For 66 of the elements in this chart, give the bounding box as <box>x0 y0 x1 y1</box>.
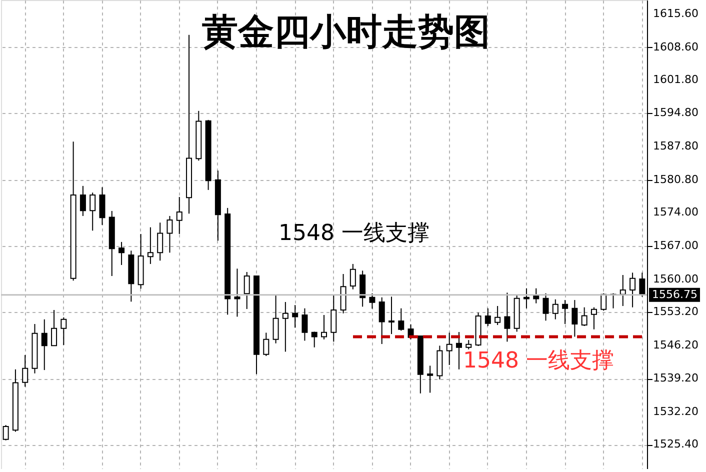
y-tick-label: 1615.60 <box>653 6 698 20</box>
candlestick <box>292 304 298 328</box>
candlestick <box>311 331 318 348</box>
candlestick <box>302 308 308 342</box>
y-tick-label: 1539.20 <box>653 372 698 385</box>
candlestick <box>157 222 164 262</box>
candlestick <box>494 305 501 326</box>
candlestick <box>562 300 568 324</box>
y-tick-label: 1567.00 <box>653 238 698 252</box>
ref-line-label: 1548 一线支撑 <box>463 348 614 374</box>
candlestick <box>350 263 356 290</box>
y-tick-label: 1532.20 <box>653 405 698 418</box>
candlestick <box>466 340 472 350</box>
candlestick <box>446 332 452 366</box>
candlestick <box>22 354 28 388</box>
candlestick <box>427 365 434 394</box>
ref-line-label: 1556.75 <box>652 288 698 301</box>
candlestick <box>504 292 510 342</box>
y-tick-label: 1574.00 <box>653 206 698 219</box>
candlestick <box>282 301 288 352</box>
y-tick-label: 1525.40 <box>653 438 698 451</box>
candlestick <box>2 424 9 441</box>
y-tick-label: 1587.80 <box>653 140 698 153</box>
candlestick <box>360 270 366 308</box>
candlestick <box>552 298 558 320</box>
candlestick <box>90 192 96 232</box>
candlestick <box>340 273 346 314</box>
y-tick-label: 1601.80 <box>653 72 698 86</box>
candlestick <box>388 296 394 335</box>
candlestick <box>523 288 530 309</box>
annotation: 1548 一线支撑 <box>278 221 430 246</box>
y-tick-label: 1594.80 <box>653 106 698 120</box>
candlestick <box>41 318 48 371</box>
y-tick-label: 1560.00 <box>653 272 698 286</box>
candlestick <box>369 292 376 310</box>
candlestick <box>99 186 106 226</box>
candlestick <box>263 332 270 356</box>
y-tick-label: 1580.80 <box>653 173 698 186</box>
candlestick <box>398 308 404 332</box>
candlestick <box>639 272 646 298</box>
candlestick <box>166 215 173 254</box>
candlestick <box>330 294 337 342</box>
candlestick <box>630 272 636 308</box>
candlestick <box>581 306 588 327</box>
candlestick <box>51 310 58 346</box>
y-tick-label: 1546.20 <box>653 338 698 352</box>
candlestick <box>60 316 67 346</box>
candlestick <box>147 226 154 264</box>
candlestick <box>456 332 462 370</box>
candlestick <box>80 185 86 216</box>
candlestick <box>321 314 327 340</box>
candlestick <box>484 308 491 327</box>
candlestick <box>600 292 607 312</box>
y-tick-label: 1608.60 <box>653 40 698 54</box>
candlestick <box>272 294 279 344</box>
candlestick <box>533 288 540 304</box>
chart-title: 黄金四小时走势图 <box>202 11 490 53</box>
candlestick <box>572 300 578 338</box>
candlestick <box>542 292 549 322</box>
candlestick <box>590 306 597 330</box>
candlestick <box>244 271 250 310</box>
candlestick <box>378 296 385 345</box>
candlestick <box>176 196 182 234</box>
candlestick <box>118 241 125 266</box>
y-tick-label: 1553.20 <box>653 304 698 318</box>
candlestick <box>234 268 240 318</box>
